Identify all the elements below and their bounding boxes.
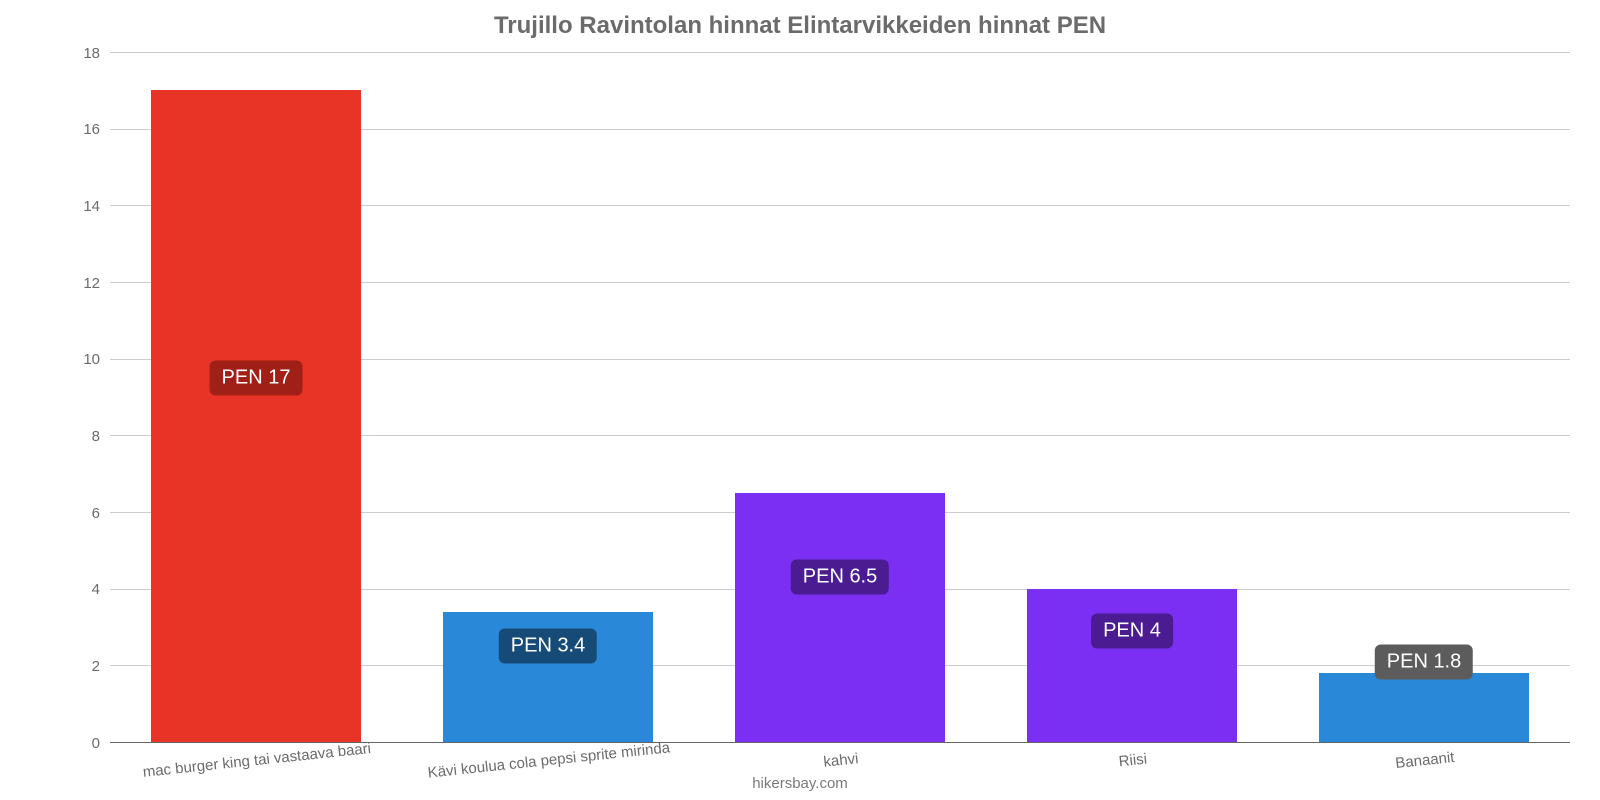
- y-tick-label: 18: [40, 45, 100, 62]
- gridline: [110, 52, 1570, 53]
- x-category-label: Banaanit: [1395, 749, 1456, 772]
- bar-value-label: PEN 4: [1091, 613, 1173, 648]
- bar-value-label: PEN 3.4: [499, 629, 597, 664]
- y-tick-label: 12: [40, 275, 100, 292]
- y-tick-label: 6: [40, 505, 100, 522]
- gridline: [110, 742, 1570, 743]
- y-tick-label: 4: [40, 581, 100, 598]
- bar-value-label: PEN 1.8: [1375, 644, 1473, 679]
- chart-title: Trujillo Ravintolan hinnat Elintarvikkei…: [0, 12, 1600, 40]
- y-tick-label: 14: [40, 198, 100, 215]
- y-tick-label: 8: [40, 428, 100, 445]
- bar-value-label: PEN 6.5: [791, 560, 889, 595]
- y-tick-label: 2: [40, 658, 100, 675]
- price-bar-chart: Trujillo Ravintolan hinnat Elintarvikkei…: [0, 0, 1600, 800]
- bar: [1027, 589, 1237, 742]
- bar-value-label: PEN 17: [210, 360, 303, 395]
- x-category-label: Riisi: [1118, 751, 1148, 771]
- y-tick-label: 0: [40, 735, 100, 752]
- bar: [151, 90, 361, 742]
- bar: [1319, 673, 1529, 742]
- y-tick-label: 10: [40, 351, 100, 368]
- x-category-label: kahvi: [823, 750, 860, 771]
- source-attribution: hikersbay.com: [0, 775, 1600, 792]
- y-tick-label: 16: [40, 121, 100, 138]
- plot-area: mac burger king tai vastaava baariKävi k…: [110, 52, 1570, 742]
- bar: [735, 493, 945, 742]
